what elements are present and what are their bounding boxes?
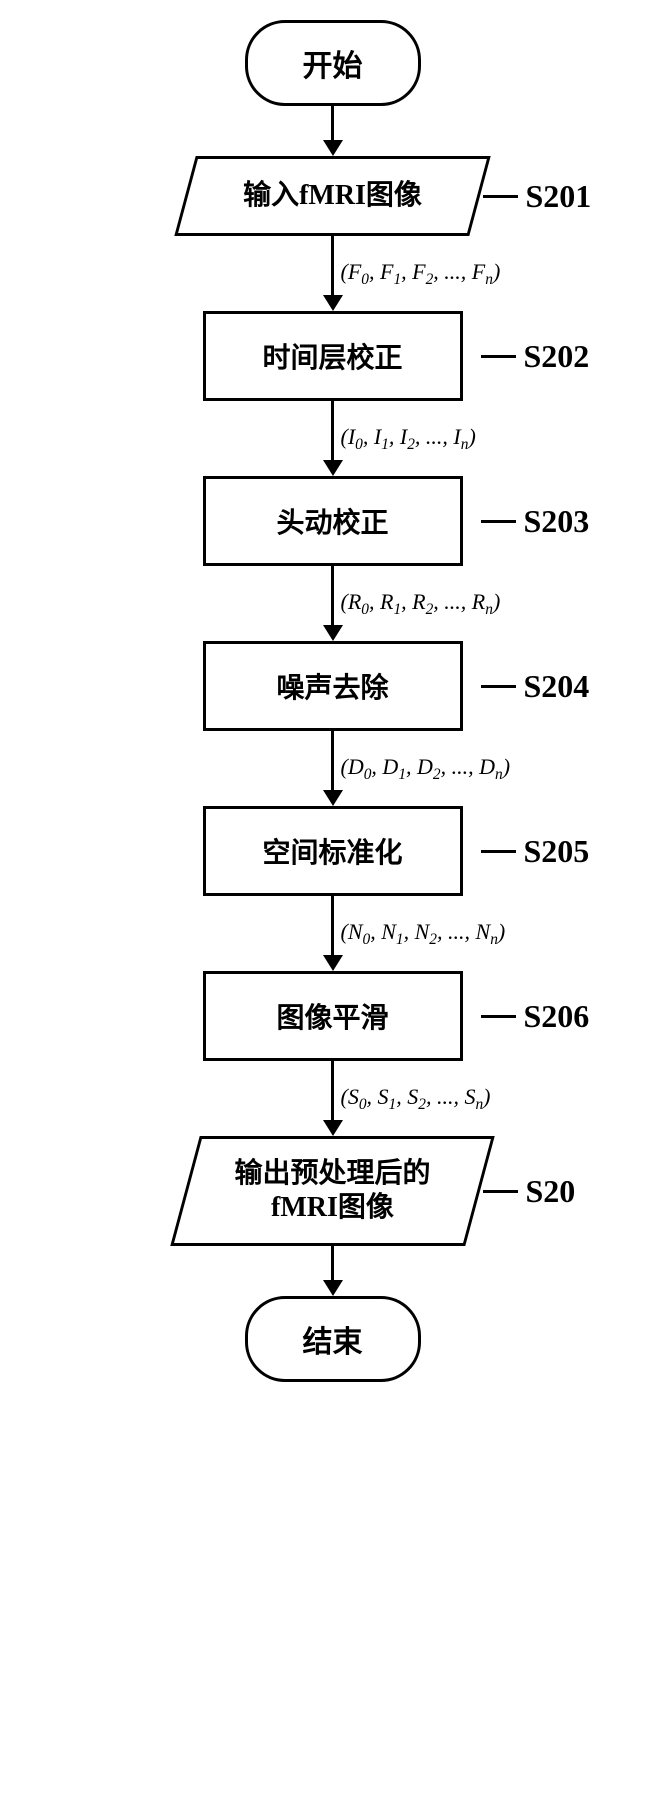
arrow-5-label: (N0, N1, N2, ..., Nn) — [341, 918, 506, 948]
arrow-head-icon — [323, 625, 343, 641]
s206-label: S206 — [524, 998, 590, 1035]
arrow-head-icon — [323, 1120, 343, 1136]
arrow-2-label: (I0, I1, I2, ..., In) — [341, 423, 476, 453]
start-node-wrapper: 开始 — [0, 20, 665, 106]
s205-wrapper: 空间标准化 S205 — [0, 806, 665, 896]
arrow-1-label: (F0, F1, F2, ..., Fn) — [341, 258, 501, 288]
arrow-head-icon — [323, 295, 343, 311]
arrow-7 — [323, 1246, 343, 1296]
output-text-line1: 输出预处理后的 — [234, 1158, 430, 1189]
s206-text: 图像平滑 — [276, 1003, 388, 1034]
start-terminator: 开始 — [245, 20, 421, 106]
s202-wrapper: 时间层校正 S202 — [0, 311, 665, 401]
arrow-line — [331, 106, 334, 140]
arrow-3-label: (R0, R1, R2, ..., Rn) — [341, 588, 501, 618]
s205-connector: S205 — [481, 833, 590, 870]
arrow-head-icon — [323, 1280, 343, 1296]
s205-process: 空间标准化 — [203, 806, 463, 896]
input-parallelogram: 输入fMRI图像 — [185, 156, 480, 236]
s203-text: 头动校正 — [276, 508, 388, 539]
s206-process: 图像平滑 — [203, 971, 463, 1061]
s205-label: S205 — [524, 833, 590, 870]
arrow-5: (N0, N1, N2, ..., Nn) — [323, 896, 343, 971]
arrow-line — [331, 1246, 334, 1280]
output-text: 输出预处理后的 fMRI图像 — [234, 1157, 430, 1224]
arrow-line — [331, 401, 334, 460]
arrow-line — [331, 236, 334, 295]
end-text: 结束 — [303, 1326, 363, 1359]
arrow-head-icon — [323, 955, 343, 971]
s204-connector: S204 — [481, 668, 590, 705]
s201-connector: S201 — [483, 178, 592, 215]
s204-text: 噪声去除 — [276, 673, 388, 704]
arrow-line — [331, 896, 334, 955]
s203-wrapper: 头动校正 S203 — [0, 476, 665, 566]
arrow-line — [331, 731, 334, 790]
s206-wrapper: 图像平滑 S206 — [0, 971, 665, 1061]
s202-label: S202 — [524, 338, 590, 375]
start-text: 开始 — [303, 50, 363, 83]
flowchart-container: 开始 输入fMRI图像 S201 (F0, F1, F2, ..., Fn) 时… — [0, 20, 665, 1382]
arrow-head-icon — [323, 140, 343, 156]
connector-line — [481, 520, 516, 523]
s20-connector: S20 — [483, 1173, 576, 1210]
end-terminator: 结束 — [245, 1296, 421, 1382]
arrow-0 — [323, 106, 343, 156]
arrow-head-icon — [323, 790, 343, 806]
arrow-line — [331, 1061, 334, 1120]
s20-label: S20 — [526, 1173, 576, 1210]
arrow-3: (R0, R1, R2, ..., Rn) — [323, 566, 343, 641]
end-node-wrapper: 结束 — [0, 1296, 665, 1382]
s203-label: S203 — [524, 503, 590, 540]
s204-wrapper: 噪声去除 S204 — [0, 641, 665, 731]
arrow-4: (D0, D1, D2, ..., Dn) — [323, 731, 343, 806]
s201-label: S201 — [526, 178, 592, 215]
output-node-wrapper: 输出预处理后的 fMRI图像 S20 — [0, 1136, 665, 1246]
connector-line — [481, 850, 516, 853]
connector-line — [481, 685, 516, 688]
arrow-1: (F0, F1, F2, ..., Fn) — [323, 236, 343, 311]
arrow-4-label: (D0, D1, D2, ..., Dn) — [341, 753, 511, 783]
s204-label: S204 — [524, 668, 590, 705]
arrow-6: (S0, S1, S2, ..., Sn) — [323, 1061, 343, 1136]
input-text: 输入fMRI图像 — [243, 179, 422, 213]
input-node-wrapper: 输入fMRI图像 S201 — [0, 156, 665, 236]
s203-process: 头动校正 — [203, 476, 463, 566]
s206-connector: S206 — [481, 998, 590, 1035]
connector-line — [483, 195, 518, 198]
arrow-head-icon — [323, 460, 343, 476]
arrow-line — [331, 566, 334, 625]
output-text-line2: fMRI图像 — [271, 1192, 394, 1223]
arrow-6-label: (S0, S1, S2, ..., Sn) — [341, 1083, 491, 1113]
s204-process: 噪声去除 — [203, 641, 463, 731]
arrow-2: (I0, I1, I2, ..., In) — [323, 401, 343, 476]
s202-connector: S202 — [481, 338, 590, 375]
output-parallelogram: 输出预处理后的 fMRI图像 — [185, 1136, 480, 1246]
s202-text: 时间层校正 — [262, 343, 402, 374]
s202-process: 时间层校正 — [203, 311, 463, 401]
connector-line — [481, 1015, 516, 1018]
s205-text: 空间标准化 — [262, 838, 402, 869]
connector-line — [481, 355, 516, 358]
s203-connector: S203 — [481, 503, 590, 540]
connector-line — [483, 1190, 518, 1193]
